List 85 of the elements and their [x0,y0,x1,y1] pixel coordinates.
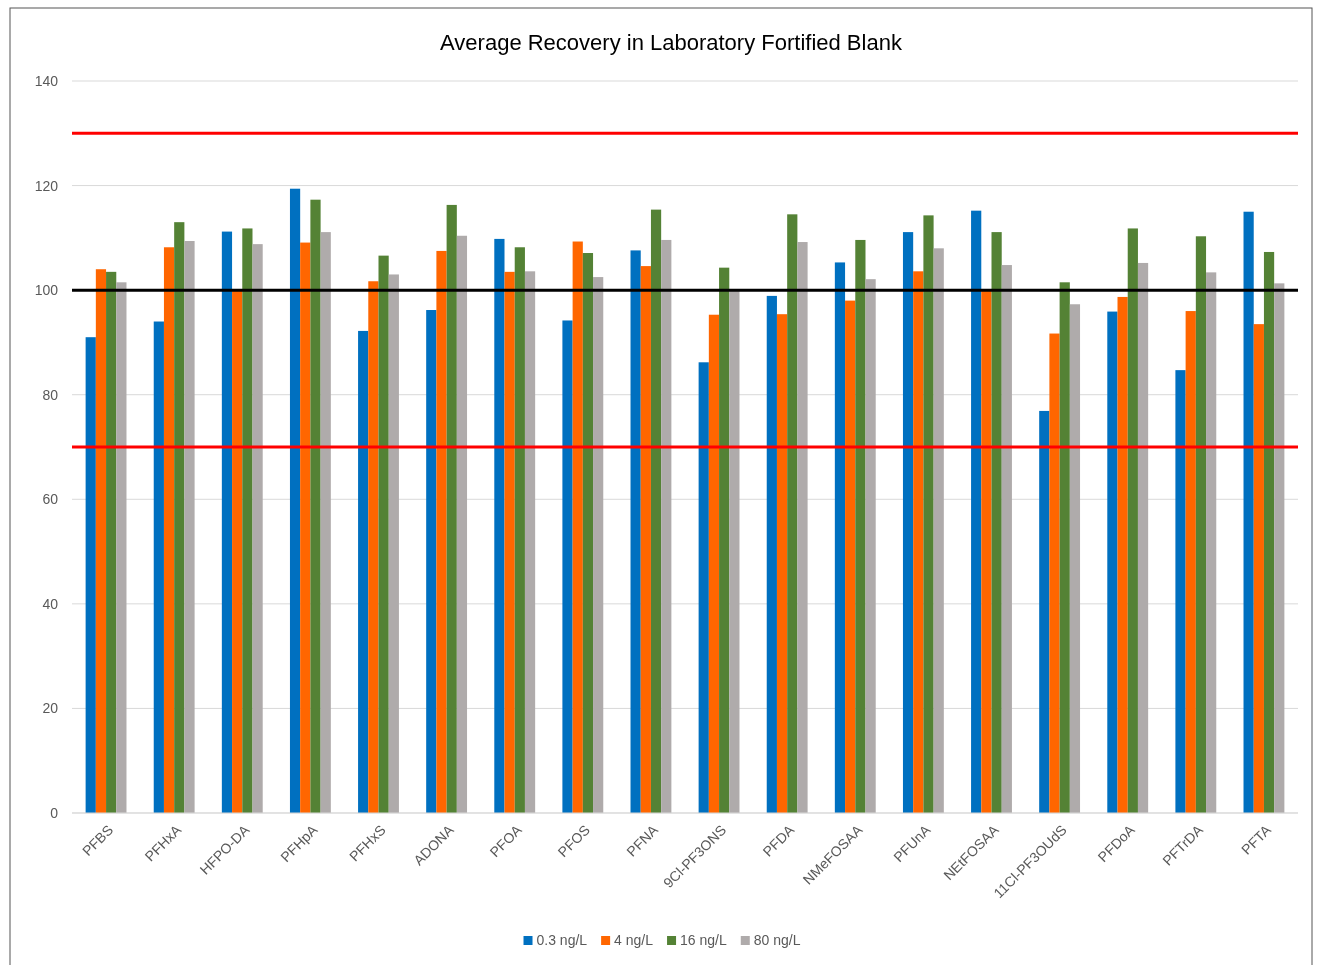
bar [388,274,399,813]
bar [221,231,233,813]
legend-label: 16 ng/L [680,932,727,948]
bar [1195,236,1207,813]
bar [991,232,1002,813]
bar [378,255,389,813]
bar [252,244,263,813]
legend-label: 4 ng/L [614,932,654,948]
bar [913,271,924,813]
y-tick-label: 100 [34,282,59,299]
bar [981,290,992,813]
bar [650,209,662,813]
bar [797,242,808,813]
bar [514,247,525,813]
bar [855,239,866,813]
bar [1107,311,1118,813]
bar [1253,324,1264,813]
bar [446,204,457,813]
bar [184,240,195,813]
bar [1137,262,1149,813]
y-tick-label: 40 [42,595,59,612]
bar [971,210,982,813]
y-tick-label: 120 [34,177,59,194]
bar [766,295,777,813]
bar [1049,333,1060,813]
bar [719,267,730,813]
bar [1127,228,1138,813]
y-tick-label: 20 [42,700,59,717]
bar [320,232,331,813]
bar [933,248,944,813]
bar [456,235,468,813]
bar [1274,283,1285,813]
bar [661,239,672,813]
y-tick-label: 80 [42,386,59,403]
y-tick-label: 140 [34,72,59,89]
bar [1059,282,1070,813]
bar [1175,370,1186,813]
bar [845,300,856,813]
bar [776,314,788,813]
bar [1263,251,1275,813]
bar [106,271,117,813]
chart-title: Average Recovery in Laboratory Fortified Blank [440,30,903,55]
bar [923,215,934,813]
bar [1206,272,1217,813]
legend-label: 80 ng/L [753,932,801,948]
bar [426,310,437,813]
bar [1039,410,1050,813]
bar [698,362,709,813]
bar [310,199,321,813]
bar [1243,211,1254,813]
bar [1117,296,1128,813]
y-tick-label: 60 [42,491,59,508]
bar [572,241,583,813]
bar [1069,304,1081,813]
bar [116,282,127,813]
bar [1001,265,1012,813]
bar [902,232,914,813]
bar [436,250,447,813]
bar [708,314,720,813]
bar [834,262,846,813]
bar [232,290,243,813]
legend-label: 0.3 ng/L [536,932,588,948]
bar [640,266,651,813]
bar [163,247,175,813]
bar [865,279,876,813]
bar [494,238,505,813]
bar [368,281,379,813]
bar [85,337,96,813]
bar [504,271,515,813]
y-tick-label: 0 [50,804,59,821]
bar [1185,311,1196,813]
bar [153,321,164,813]
bar [524,271,536,813]
bar [729,290,740,813]
bar [242,228,253,813]
bar [630,250,641,813]
bar [95,269,107,813]
bar [582,253,594,813]
bar [593,277,604,813]
bar [787,214,798,813]
bar [358,330,369,813]
bar [300,242,311,813]
bar [562,320,573,813]
bar [174,222,185,813]
bar [289,188,301,813]
